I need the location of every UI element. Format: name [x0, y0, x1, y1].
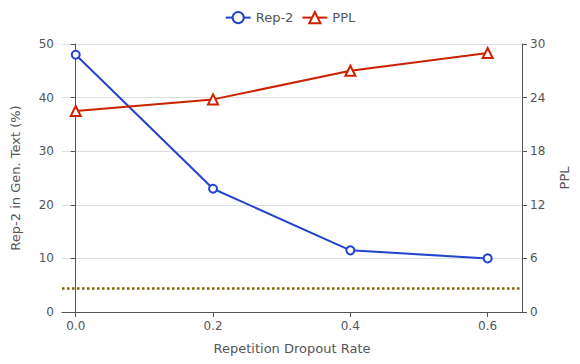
svg-text:30: 30	[39, 144, 54, 158]
svg-text:Rep-2 in Gen. Text (%): Rep-2 in Gen. Text (%)	[8, 105, 23, 250]
svg-text:50: 50	[39, 37, 54, 51]
svg-text:Rep-2: Rep-2	[256, 10, 294, 25]
svg-text:0: 0	[46, 305, 54, 319]
svg-text:40: 40	[39, 91, 54, 105]
svg-text:0.2: 0.2	[203, 319, 222, 333]
svg-text:30: 30	[530, 37, 545, 51]
svg-text:0: 0	[530, 305, 538, 319]
svg-text:0.0: 0.0	[66, 319, 85, 333]
svg-text:24: 24	[530, 91, 545, 105]
svg-text:PPL: PPL	[332, 10, 356, 25]
svg-text:PPL: PPL	[557, 166, 572, 190]
svg-text:0.6: 0.6	[478, 319, 497, 333]
svg-text:10: 10	[39, 251, 54, 265]
svg-text:Repetition Dropout Rate: Repetition Dropout Rate	[214, 341, 371, 356]
svg-text:18: 18	[530, 144, 545, 158]
svg-text:0.4: 0.4	[341, 319, 360, 333]
svg-text:6: 6	[530, 251, 538, 265]
svg-text:20: 20	[39, 198, 54, 212]
svg-text:12: 12	[530, 198, 545, 212]
